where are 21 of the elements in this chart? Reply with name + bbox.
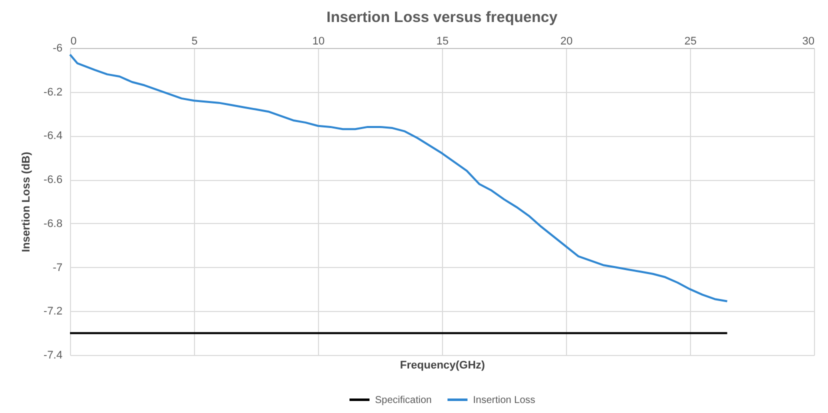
- x-tick-label: 30: [802, 36, 814, 48]
- x-tick-label: 25: [684, 36, 697, 48]
- y-tick-label: -7: [52, 262, 62, 274]
- y-tick-label: -7.2: [44, 306, 62, 318]
- x-axis-title: Frequency(GHz): [400, 360, 486, 372]
- x-tick-label: 15: [436, 36, 449, 48]
- y-axis-title: Insertion Loss (dB): [20, 152, 33, 252]
- x-tick-label: 20: [560, 36, 573, 48]
- x-tick-label: 0: [70, 36, 77, 48]
- y-tick-label: -6.2: [44, 86, 62, 98]
- legend-label: Specification: [375, 394, 432, 406]
- line-series: [69, 54, 728, 302]
- y-tick-label: -6.6: [44, 174, 62, 186]
- x-tick-label: 10: [312, 36, 325, 48]
- y-tick-label: -7.4: [44, 350, 62, 362]
- legend-label: Insertion Loss: [473, 394, 536, 406]
- chart-title: Insertion Loss versus frequency: [326, 9, 558, 26]
- y-tick-label: -6.4: [44, 130, 62, 142]
- y-tick-label: -6.8: [44, 218, 62, 230]
- y-tick-label: -6: [52, 42, 62, 54]
- x-tick-label: 5: [191, 36, 198, 48]
